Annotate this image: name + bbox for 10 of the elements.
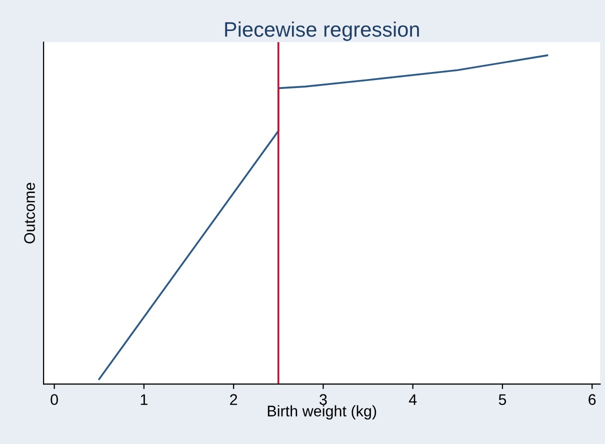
x-tick-label: 4 bbox=[408, 394, 417, 405]
x-tick-label: 0 bbox=[50, 394, 58, 406]
x-tick-label: 1 bbox=[140, 394, 148, 405]
chart-title: Piecewise regression bbox=[225, 22, 419, 41]
x-tick-label: 5 bbox=[498, 394, 506, 406]
x-tick-label: 3 bbox=[320, 394, 327, 406]
y-axis-title: Outcome bbox=[24, 182, 35, 244]
x-tick-label: 2 bbox=[230, 394, 238, 405]
x-tick-label: 6 bbox=[588, 394, 596, 406]
x-axis-title: Birth weight (kg) bbox=[268, 405, 376, 420]
